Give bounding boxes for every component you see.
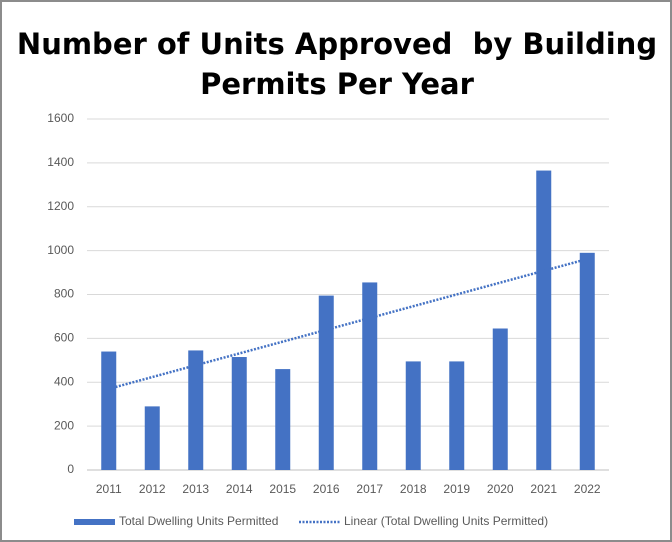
x-tick-label: 2014 <box>226 482 253 496</box>
bar <box>579 252 595 470</box>
trendline <box>108 257 588 391</box>
x-tick-label: 2012 <box>139 482 166 496</box>
bar <box>362 282 378 470</box>
chart-title: Number of Units Approved by Building Per… <box>16 27 668 101</box>
bar <box>405 361 421 470</box>
x-tick-label: 2019 <box>443 482 470 496</box>
bar <box>275 369 291 470</box>
bar <box>536 170 552 470</box>
legend-swatch <box>74 519 115 525</box>
y-tick-label: 1000 <box>47 243 74 257</box>
y-tick-label: 0 <box>67 462 74 476</box>
y-tick-label: 1200 <box>47 199 74 213</box>
legend-label: Total Dwelling Units Permitted <box>119 514 278 528</box>
x-tick-label: 2011 <box>96 482 122 496</box>
x-tick-label: 2017 <box>356 482 383 496</box>
y-tick-label: 800 <box>54 287 74 301</box>
bar <box>144 406 160 470</box>
y-tick-label: 1400 <box>47 155 74 169</box>
bar <box>231 357 247 470</box>
x-tick-label: 2016 <box>313 482 340 496</box>
bar <box>318 295 334 470</box>
bar <box>101 351 117 470</box>
x-tick-label: 2015 <box>269 482 296 496</box>
bar <box>188 350 204 470</box>
x-tick-label: 2021 <box>530 482 557 496</box>
y-tick-label: 600 <box>54 331 74 345</box>
y-tick-label: 200 <box>54 418 74 432</box>
x-tick-label: 2013 <box>182 482 209 496</box>
x-tick-label: 2018 <box>400 482 427 496</box>
y-tick-label: 1600 <box>47 111 74 125</box>
bar <box>492 328 508 470</box>
bar <box>449 361 465 470</box>
x-tick-label: 2020 <box>487 482 514 496</box>
legend-label: Linear (Total Dwelling Units Permitted) <box>344 514 548 528</box>
y-tick-label: 400 <box>54 374 74 388</box>
x-tick-label: 2022 <box>574 482 601 496</box>
